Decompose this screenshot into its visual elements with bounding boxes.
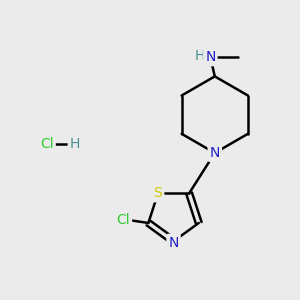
Text: S: S <box>154 186 162 200</box>
Text: N: N <box>205 50 215 64</box>
Text: H: H <box>195 49 205 63</box>
Text: N: N <box>210 146 220 160</box>
Text: Cl: Cl <box>116 213 130 227</box>
Text: H: H <box>70 137 80 151</box>
Text: N: N <box>168 236 179 250</box>
Text: Cl: Cl <box>40 137 54 151</box>
